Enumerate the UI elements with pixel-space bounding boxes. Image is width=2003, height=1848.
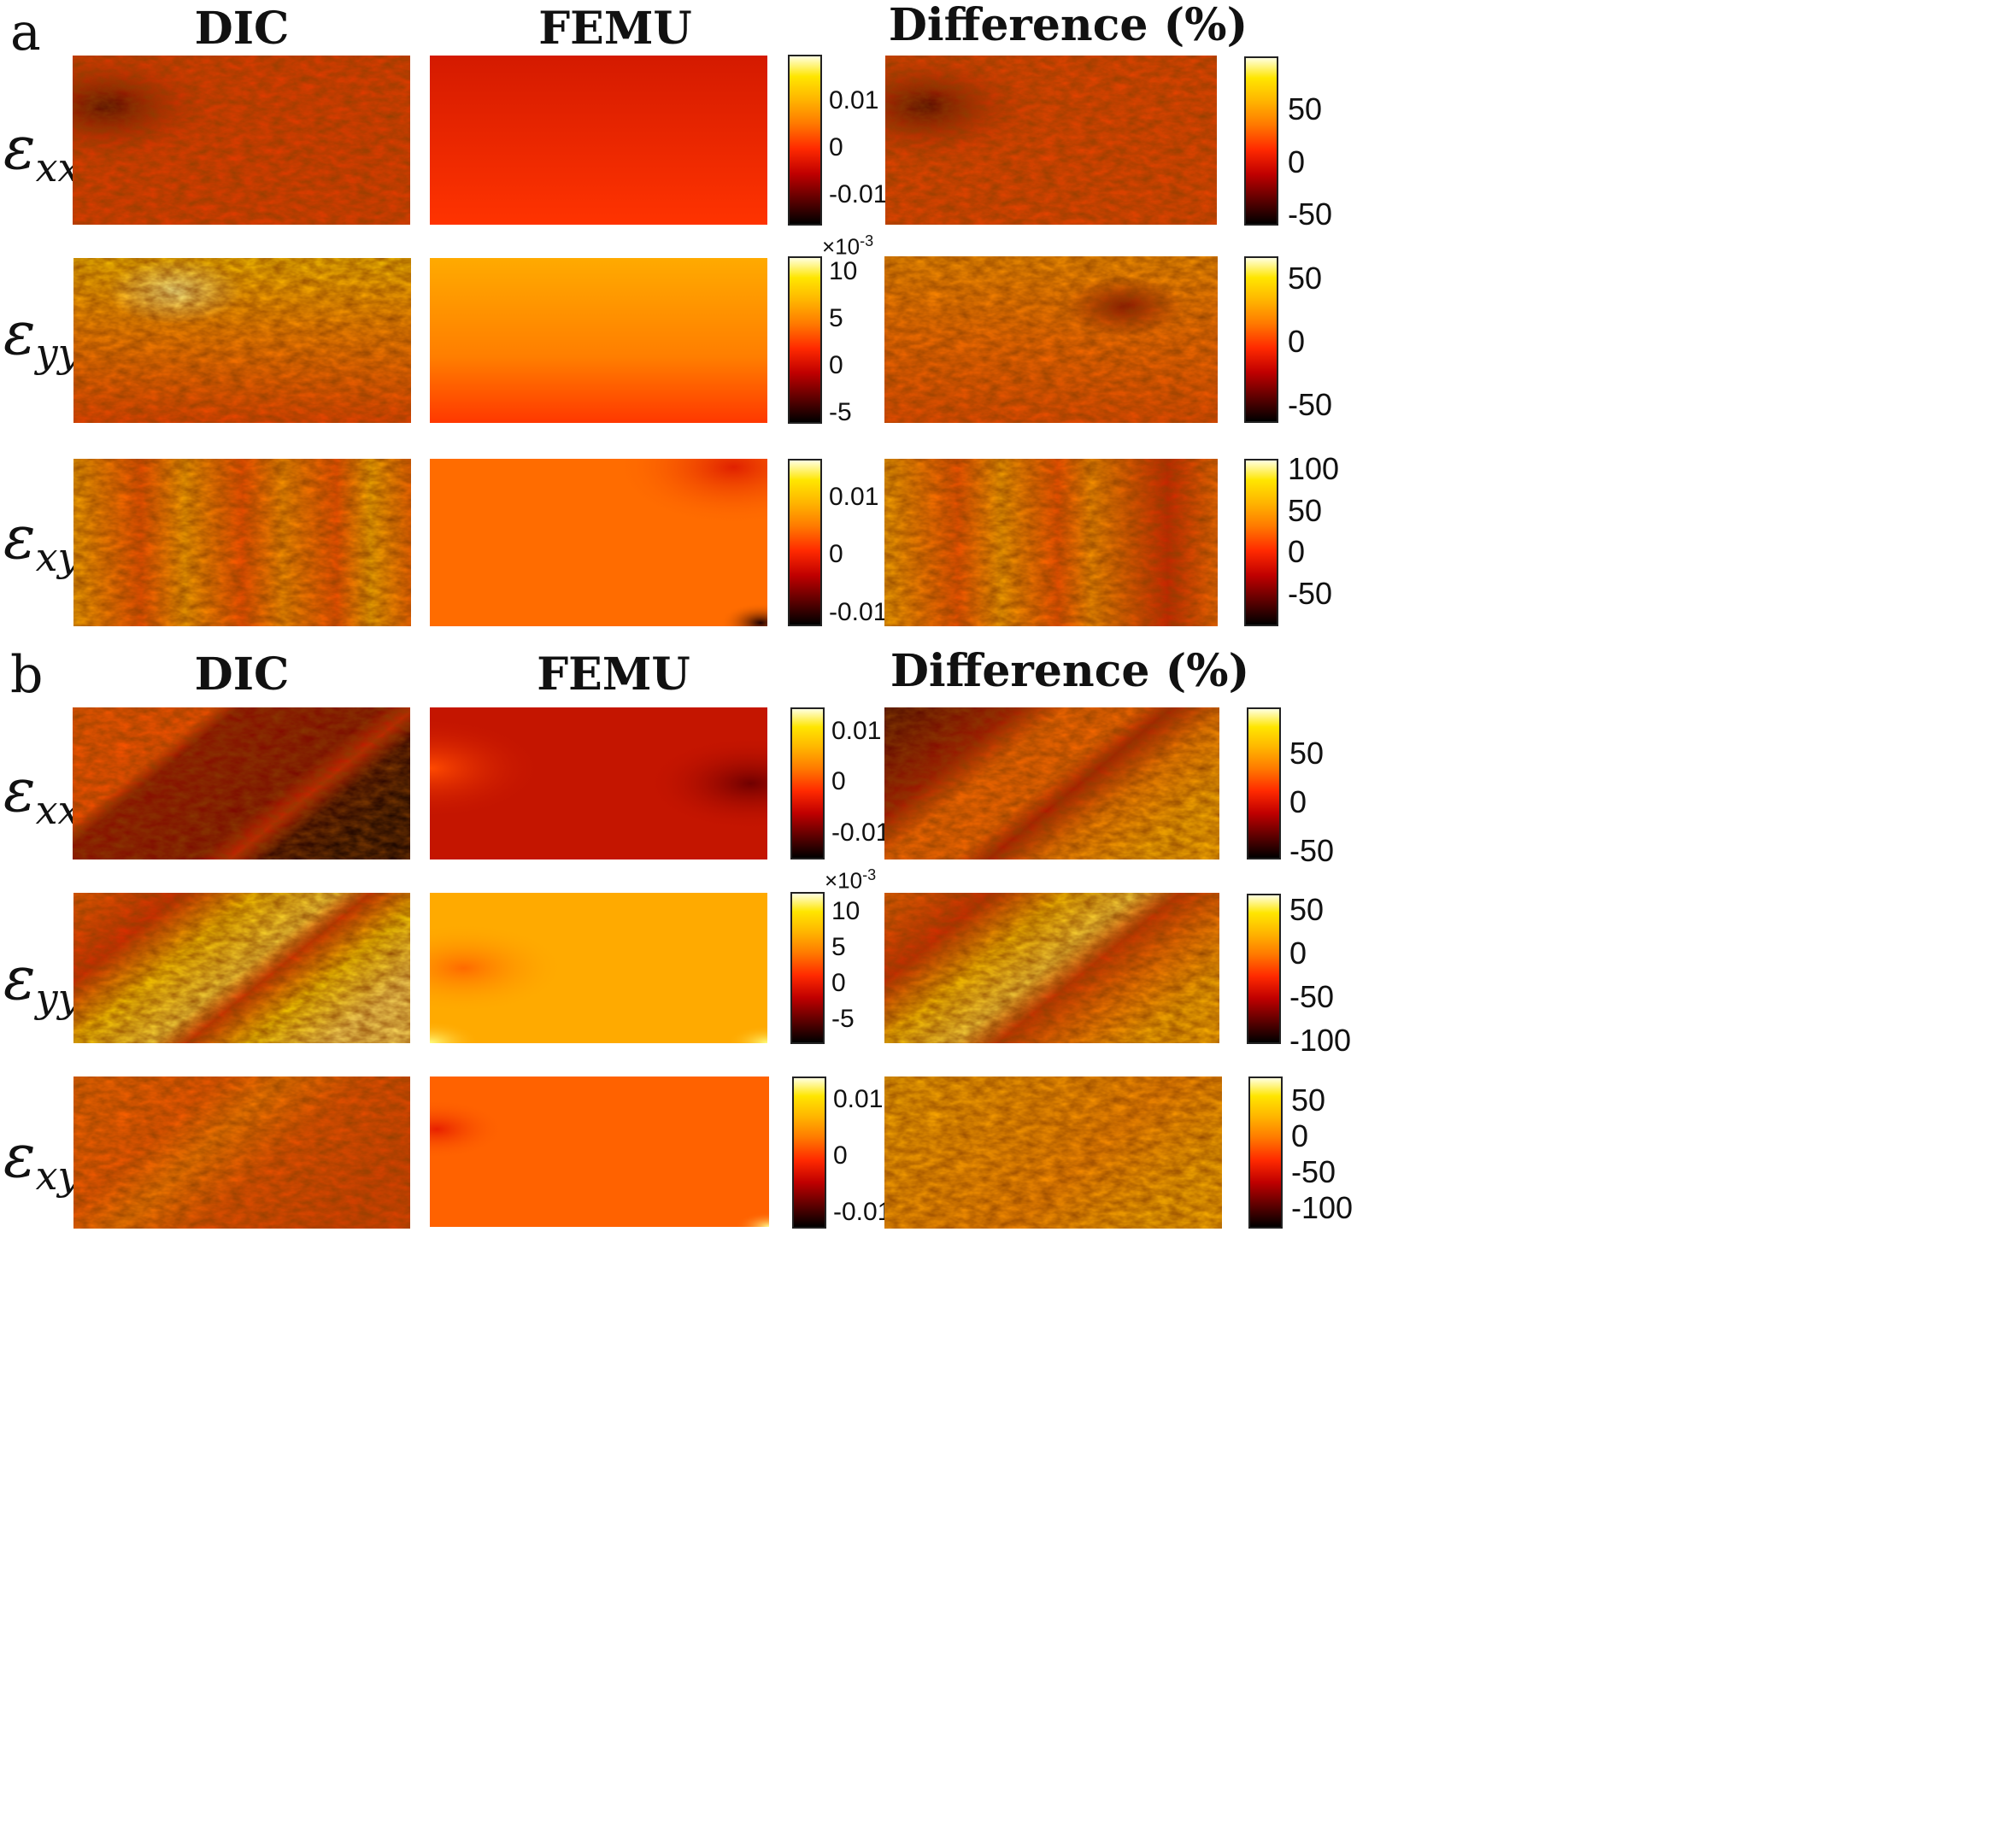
tick-label: 0.01 [833,1085,884,1113]
tick-label: 0 [1288,534,1306,569]
tick-label: -100 [1291,1190,1354,1225]
diff-map-b-exx [884,707,1219,859]
tick-label: 100 [1288,451,1340,486]
colorbar-diff-a-exy [1244,459,1278,626]
column-title-difference: Difference (%) [890,645,1250,697]
diff-map-b-exy [884,1077,1222,1229]
colorbar-diff-a-exx [1244,56,1278,226]
colorbar-multiplier: ×10-3 [822,232,874,260]
tick-label: 10 [829,257,858,285]
diff-map-b-eyy [884,893,1219,1043]
column-title-dic: DIC [194,648,290,701]
tick-label: -5 [831,1005,855,1033]
femu-map-a-exy [430,459,767,626]
femu-map-a-eyy [430,258,767,423]
tick-label: -0.01 [833,1198,892,1226]
tick-label: 0 [829,540,843,568]
femu-map-b-exy [430,1077,769,1227]
dic-map-a-exx [73,56,410,225]
diff-map-a-eyy [884,256,1218,423]
tick-label: -100 [1289,1023,1352,1058]
tick-label: 5 [829,304,843,332]
tick-label: -0.01 [829,180,888,208]
tick-label: 0.01 [829,86,879,114]
tick-label: 50 [1289,736,1325,771]
tick-label: 0 [829,351,843,379]
tick-label: -50 [1289,833,1335,868]
row-label-exy: εxy [3,1121,80,1199]
colorbar-diff-b-eyy [1247,894,1281,1044]
panel-letter-b: b [10,645,44,705]
tick-label: 10 [831,897,861,925]
tick-label: 0 [1289,936,1307,971]
tick-label: -50 [1291,1154,1336,1189]
colorbar-diff-a-eyy [1244,256,1278,423]
tick-label: 0.01 [831,717,882,745]
column-title-femu: FEMU [538,3,692,55]
tick-label: 0 [833,1141,848,1170]
tick-label: 0 [1288,324,1306,359]
tick-label: 0 [1289,784,1307,819]
femu-map-a-exx [430,56,767,225]
tick-label: -50 [1289,979,1335,1014]
colorbar-femu-a-exy [788,459,822,626]
colorbar-femu-b-exx [790,707,825,859]
colorbar-femu-a-exx [788,55,822,226]
column-title-dic: DIC [194,3,290,55]
colorbar-diff-b-exx [1247,707,1281,859]
tick-label: -5 [829,398,852,426]
colorbar-femu-b-exy [792,1077,826,1229]
dic-map-b-exy [73,1077,410,1229]
row-label-exx: εxx [3,113,80,191]
tick-label: 0 [831,969,846,997]
tick-label: 50 [1288,493,1323,528]
diff-map-a-exy [884,459,1218,626]
femu-map-b-eyy [430,893,767,1043]
tick-label: -50 [1288,387,1333,422]
colorbar-femu-a-eyy [788,256,822,424]
colorbar-multiplier: ×10-3 [825,866,877,894]
tick-label: 50 [1288,91,1323,126]
row-label-exy: εxy [3,502,80,580]
panel-letter-a: a [10,3,41,62]
row-label-eyy: εyy [3,298,80,376]
dic-map-b-eyy [73,893,410,1043]
colorbar-diff-b-exy [1248,1077,1283,1229]
tick-label: 5 [831,933,846,961]
tick-label: 50 [1291,1082,1326,1118]
tick-label: -50 [1288,576,1333,611]
dic-map-a-eyy [73,258,411,423]
row-label-exx: εxx [3,755,80,833]
diff-map-a-exx [885,56,1217,225]
dic-map-b-exx [73,707,410,859]
tick-label: 0 [1288,144,1306,179]
tick-label: 0.01 [829,483,879,511]
tick-label: -0.01 [829,598,888,626]
tick-label: 50 [1289,892,1325,927]
tick-label: 0 [831,767,846,795]
tick-label: -0.01 [831,818,890,847]
row-label-eyy: εyy [3,943,80,1021]
femu-map-b-exx [430,707,767,859]
column-title-difference: Difference (%) [888,0,1248,51]
tick-label: 0 [829,133,843,161]
column-title-femu: FEMU [537,648,690,701]
colorbar-femu-b-eyy [790,892,825,1044]
dic-map-a-exy [73,459,411,626]
tick-label: 50 [1288,261,1323,296]
tick-label: -50 [1288,197,1333,232]
tick-label: 0 [1291,1118,1309,1153]
